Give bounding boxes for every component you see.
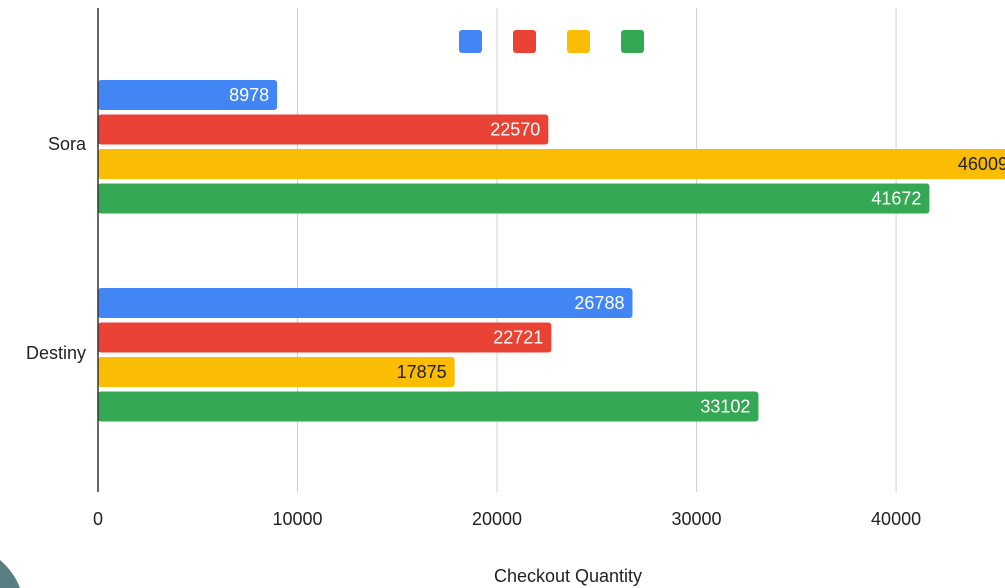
bar: [98, 80, 278, 110]
legend-swatch: [621, 30, 644, 53]
category-label: Destiny: [26, 343, 86, 363]
data-labels: 8978 22570 46009 41672 26788 22721 17875 33102: [229, 85, 1005, 417]
bar-data-label: 17875: [397, 362, 447, 382]
corner-decoration: [0, 560, 20, 588]
legend-swatch: [567, 30, 590, 53]
bars: [98, 80, 1005, 422]
bar: [98, 391, 759, 422]
bar: [98, 114, 549, 145]
x-tick-label: 30000: [672, 509, 722, 529]
category-labels: Sora Destiny: [26, 134, 87, 363]
x-tick-labels: 0 10000 20000 30000 40000: [93, 509, 921, 529]
bar-data-label: 46009: [958, 154, 1005, 174]
x-tick-label: 0: [93, 509, 103, 529]
bar-data-label: 26788: [574, 293, 624, 313]
x-axis-title: Checkout Quantity: [494, 566, 642, 586]
bar: [98, 357, 455, 387]
bar: [98, 149, 1005, 179]
bar-data-label: 33102: [700, 397, 750, 417]
legend-swatch: [513, 30, 536, 53]
bar-data-label: 22570: [490, 120, 540, 140]
bar-data-label: 41672: [871, 189, 921, 209]
category-label: Sora: [48, 134, 87, 154]
legend-swatch: [459, 30, 482, 53]
x-tick-label: 10000: [272, 509, 322, 529]
x-tick-label: 40000: [871, 509, 921, 529]
x-tick-label: 20000: [472, 509, 522, 529]
bar: [98, 288, 633, 318]
legend: [459, 30, 644, 53]
bar-data-label: 22721: [493, 328, 543, 348]
bar-data-label: 8978: [229, 85, 269, 105]
bar: [98, 322, 552, 353]
bar: [98, 183, 930, 214]
